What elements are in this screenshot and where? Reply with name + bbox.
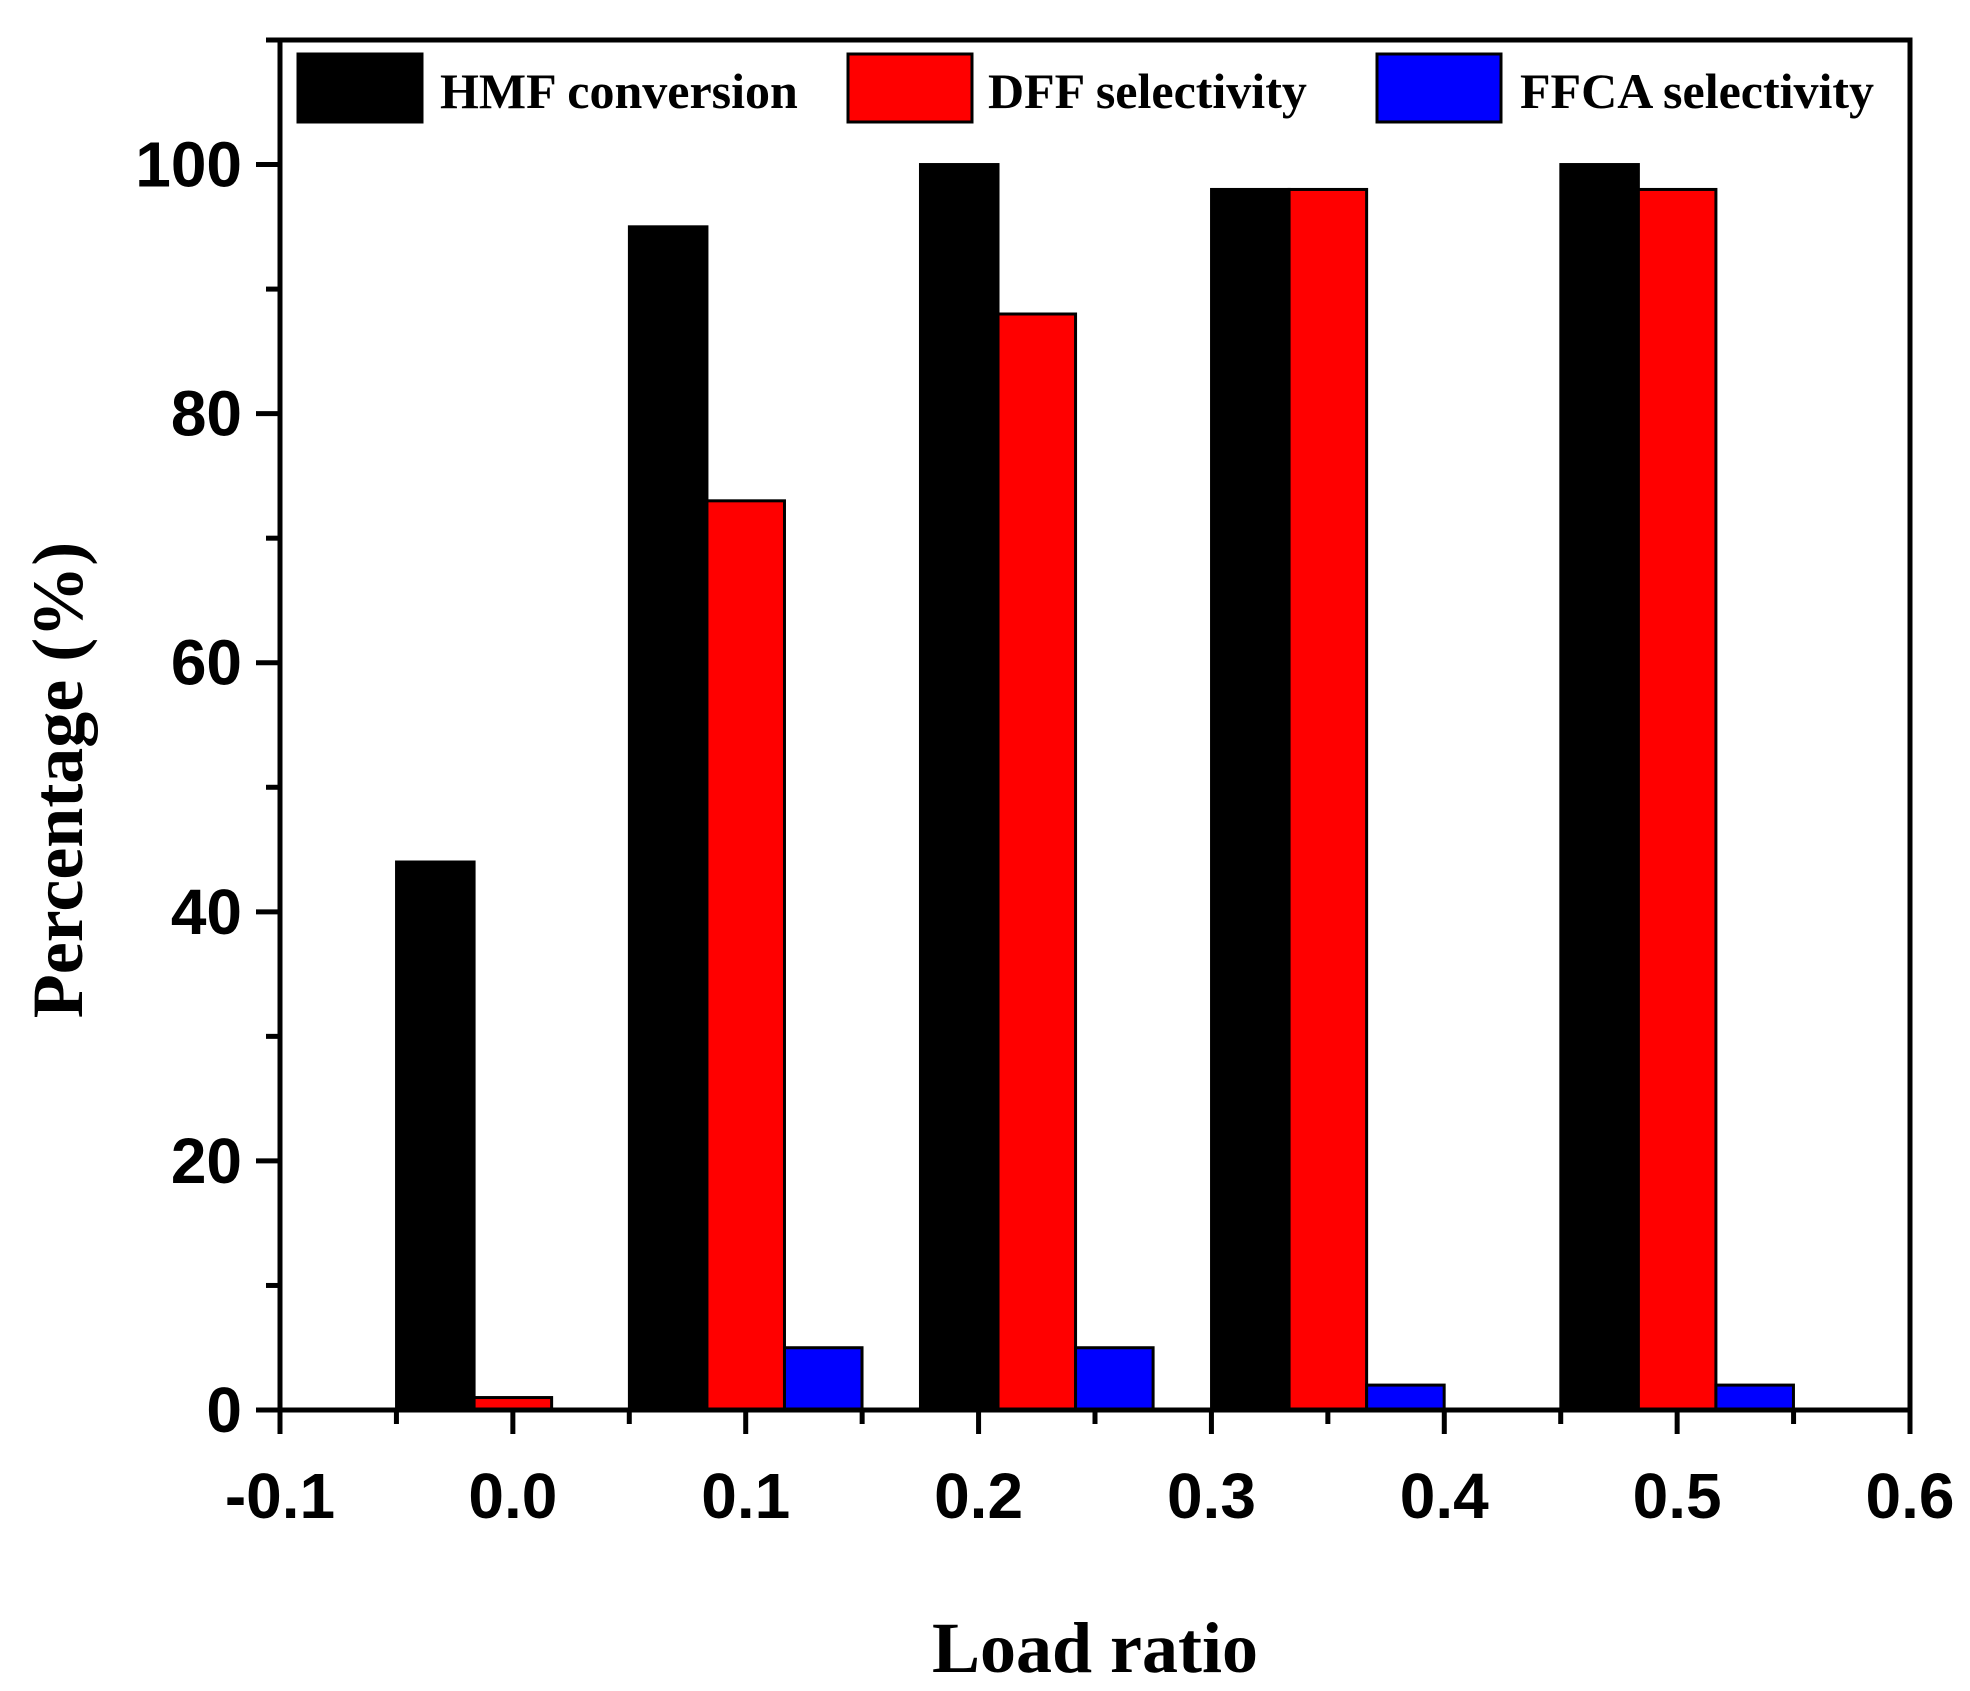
bar-ffca-selectivity-2 bbox=[1074, 1346, 1155, 1412]
x-tick-label: 0.2 bbox=[934, 1460, 1023, 1532]
x-tick-label: 0.6 bbox=[1866, 1460, 1955, 1532]
bar-hmf-conversion-1 bbox=[627, 225, 709, 1412]
y-tick-label: 20 bbox=[171, 1125, 242, 1197]
y-tick-label: 80 bbox=[171, 378, 242, 450]
x-tick-label: -0.1 bbox=[225, 1460, 335, 1532]
y-tick-label: 40 bbox=[171, 876, 242, 948]
legend-swatch bbox=[1375, 52, 1503, 124]
x-axis-ticks: -0.1 0.0 0.1 0.2 0.3 0.4 0.5 0.6 bbox=[225, 1410, 1955, 1532]
bar-hmf-conversion-4 bbox=[1559, 163, 1640, 1412]
legend-label: FFCA selectivity bbox=[1520, 63, 1874, 119]
bar-hmf-conversion-0 bbox=[395, 860, 476, 1412]
x-tick-label: 0.4 bbox=[1400, 1460, 1489, 1532]
bar-dff-selectivity-4 bbox=[1636, 187, 1718, 1412]
x-tick-label: 0.0 bbox=[468, 1460, 557, 1532]
y-axis-title: Percentage (%) bbox=[18, 542, 98, 1018]
bar-dff-selectivity-1 bbox=[705, 499, 786, 1412]
x-tick-label: 0.1 bbox=[701, 1460, 790, 1532]
bar-hmf-conversion-2 bbox=[918, 163, 1000, 1412]
y-axis-ticks: 0 20 40 60 80 100 bbox=[135, 37, 280, 1446]
bar-dff-selectivity-3 bbox=[1287, 187, 1369, 1412]
y-tick-label: 0 bbox=[206, 1374, 242, 1446]
bar-ffca-selectivity-4 bbox=[1714, 1383, 1795, 1412]
bar-dff-selectivity-2 bbox=[996, 312, 1078, 1412]
legend-label: DFF selectivity bbox=[988, 63, 1307, 119]
legend-swatch bbox=[296, 52, 424, 124]
x-tick-label: 0.3 bbox=[1167, 1460, 1256, 1532]
legend-label: HMF conversion bbox=[440, 63, 798, 119]
legend-swatch bbox=[846, 52, 974, 124]
bar-ffca-selectivity-3 bbox=[1365, 1383, 1446, 1412]
x-axis-title: Load ratio bbox=[932, 1608, 1258, 1688]
y-tick-label: 60 bbox=[171, 627, 242, 699]
bar-hmf-conversion-3 bbox=[1210, 187, 1291, 1412]
bars bbox=[395, 163, 1795, 1412]
bar-ffca-selectivity-1 bbox=[782, 1346, 864, 1412]
x-tick-label: 0.5 bbox=[1633, 1460, 1722, 1532]
legend: HMF conversion DFF selectivity FFCA select… bbox=[296, 52, 1874, 124]
y-tick-label: 100 bbox=[135, 129, 242, 201]
